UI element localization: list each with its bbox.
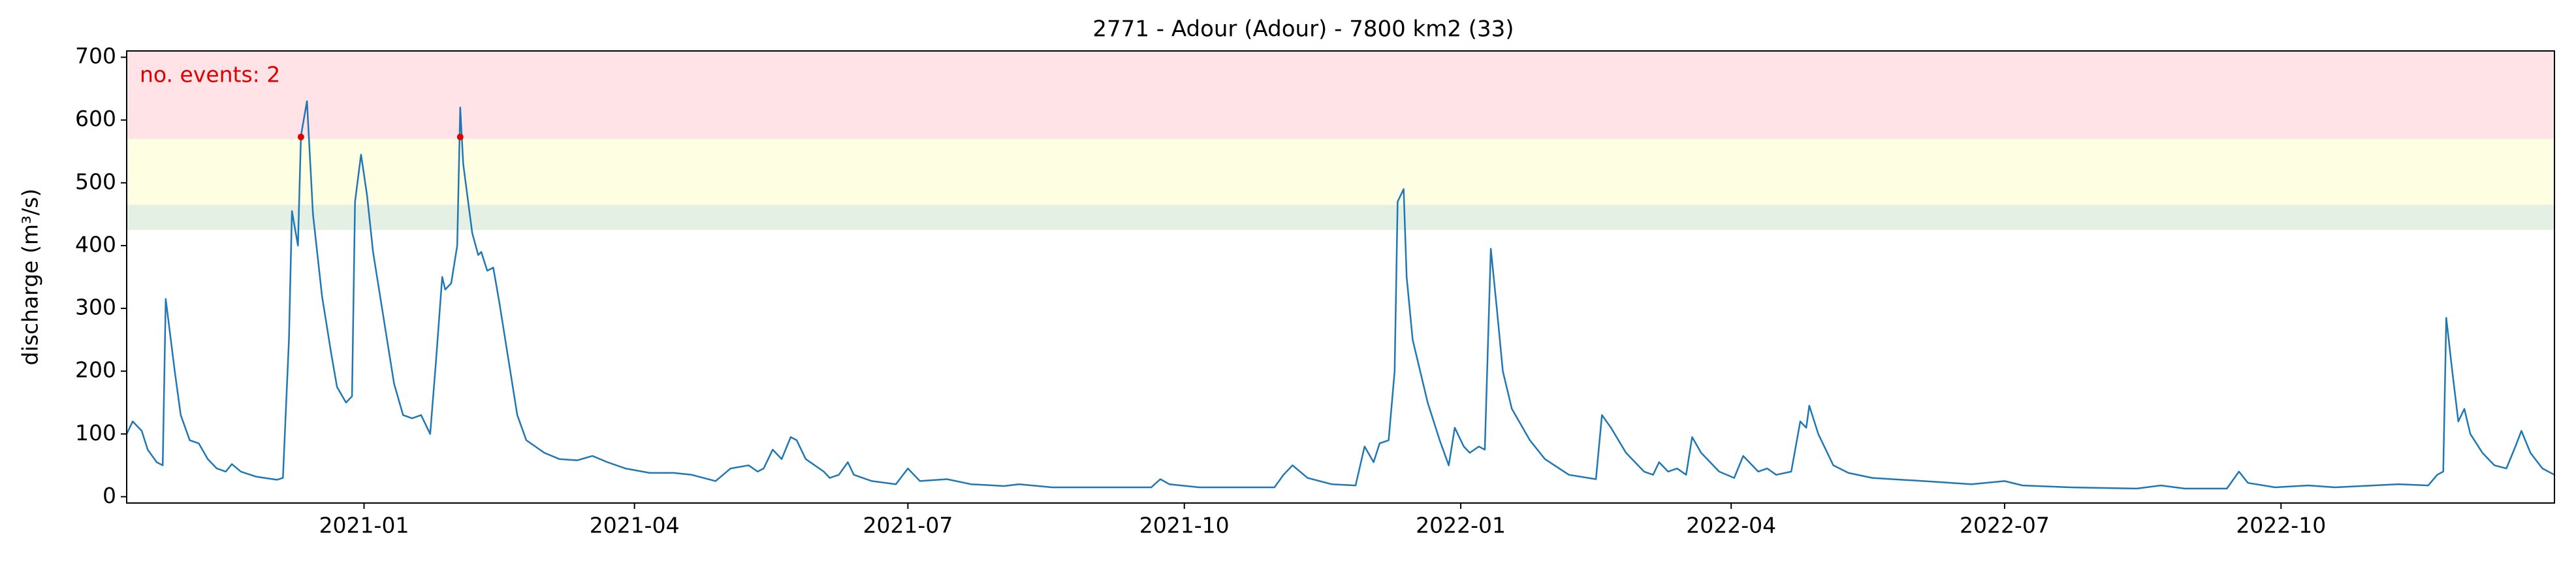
threshold-band [127,138,2554,205]
chart-title: 2771 - Adour (Adour) - 7800 km2 (33) [1092,16,1514,42]
x-tick-label: 2022-04 [1686,513,1776,538]
y-tick-label: 0 [103,483,116,508]
y-tick-label: 100 [75,420,116,446]
threshold-band [127,51,2554,139]
x-tick-label: 2022-10 [2236,513,2326,538]
y-tick-label: 700 [75,43,116,69]
event-marker [297,133,304,140]
y-tick-label: 400 [75,231,116,257]
plot-frame [126,50,2555,504]
x-tick-label: 2022-01 [1416,513,1506,538]
x-tick-label: 2021-04 [590,513,680,538]
y-tick-label: 300 [75,295,116,320]
x-tick-label: 2021-10 [1139,513,1230,538]
discharge-line [125,100,2555,490]
y-axis-label: discharge (m³/s) [18,189,43,366]
x-tick-label: 2022-07 [1960,513,2050,538]
x-tick-label: 2021-07 [863,513,953,538]
x-tick-label: 2021-01 [319,513,409,538]
y-tick-label: 600 [75,106,116,131]
y-tick-label: 500 [75,169,116,194]
event-count: no. events: 2 [140,62,280,88]
y-tick-label: 200 [75,357,116,383]
event-marker [456,133,464,140]
threshold-band [127,204,2554,230]
